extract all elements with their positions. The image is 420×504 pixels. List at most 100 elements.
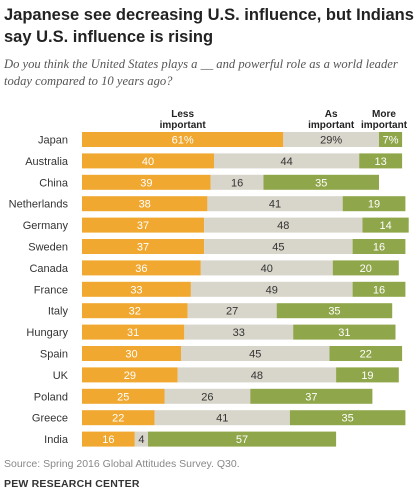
- bar-segment-same: [210, 174, 264, 190]
- bar-row-spain: Spain 30 45 22: [40, 346, 403, 361]
- data-label-same: 16: [231, 177, 243, 189]
- data-label-less: 37: [137, 220, 149, 232]
- data-label-less: 37: [137, 242, 149, 254]
- data-label-less: 39: [140, 177, 152, 189]
- data-label-more: 14: [379, 220, 391, 232]
- bar-segment-same: [200, 260, 333, 276]
- data-label-more: 22: [360, 349, 372, 361]
- data-label-less: 29: [124, 370, 136, 382]
- data-label-same: 48: [251, 370, 263, 382]
- bar-segment-same: [177, 367, 337, 383]
- data-label-same: 26: [201, 391, 213, 403]
- bar-row-india: India 16 4 57: [44, 431, 337, 447]
- data-label-more: 35: [315, 177, 327, 189]
- bar-row-greece: Greece 22 41 35: [32, 410, 406, 426]
- data-label-more: 35: [328, 306, 340, 318]
- legend-header-more-line-2: important: [361, 120, 408, 131]
- data-label-same: 33: [233, 327, 245, 339]
- bar-segment-less: [82, 324, 185, 340]
- bar-segment-same: [283, 132, 379, 147]
- data-label-same: 41: [269, 199, 281, 211]
- bar-segment-same: [214, 153, 360, 169]
- bar-segment-more: [276, 303, 393, 319]
- bar-segment-more: [359, 153, 403, 169]
- category-label: Hungary: [26, 327, 68, 339]
- data-label-less: 25: [117, 391, 129, 403]
- bar-row-italy: Italy 32 27 35: [48, 303, 393, 319]
- source-note: Source: Spring 2016 Global Attitudes Sur…: [4, 458, 240, 470]
- bar-segment-less: [82, 174, 211, 190]
- data-label-more: 13: [375, 156, 387, 168]
- data-label-same: 27: [226, 306, 238, 318]
- legend-header-less-line-2: important: [160, 120, 207, 131]
- bar-segment-same: [164, 388, 251, 404]
- bar-segment-less: [82, 388, 165, 404]
- data-label-less: 61%: [172, 135, 194, 147]
- organization-label: PEW RESEARCH CENTER: [4, 478, 140, 490]
- bar-segment-less: [82, 281, 191, 297]
- data-label-less: 36: [135, 263, 147, 275]
- data-label-less: 16: [102, 434, 114, 446]
- category-label: UK: [53, 370, 69, 382]
- bar-segment-more: [289, 410, 406, 426]
- bar-row-netherlands: Netherlands 38 41 19: [9, 196, 406, 212]
- bar-segment-less: [82, 260, 201, 276]
- data-label-less: 30: [125, 349, 137, 361]
- data-label-more: 31: [338, 327, 350, 339]
- chart-title: Japanese see decreasing U.S. influence, …: [4, 6, 414, 46]
- bar-segment-more: [352, 281, 406, 297]
- bar-segment-more: [332, 260, 399, 276]
- bar-segment-more: [148, 431, 337, 447]
- bar-row-sweden: Sweden 37 45 16: [28, 239, 406, 254]
- data-label-more: 35: [342, 413, 354, 425]
- data-label-less: 40: [142, 156, 154, 168]
- bar-row-uk: UK 29 48 19: [53, 367, 399, 383]
- bar-row-canada: Canada 36 40 20: [29, 260, 399, 276]
- data-label-more: 16: [373, 284, 385, 296]
- bar-segment-more: [263, 174, 379, 190]
- data-label-less: 22: [112, 413, 124, 425]
- bar-segment-same: [190, 281, 353, 297]
- category-label: China: [39, 177, 69, 189]
- data-label-same: 29%: [320, 135, 342, 147]
- data-label-less: 33: [130, 284, 142, 296]
- bar-segment-more: [336, 367, 399, 383]
- data-label-more: 37: [305, 391, 317, 403]
- category-label: Australia: [25, 156, 69, 168]
- bar-segment-less: [82, 239, 205, 254]
- bar-row-poland: Poland 25 26 37: [34, 388, 373, 404]
- data-label-more: 20: [360, 263, 372, 275]
- bar-segment-more: [379, 132, 403, 147]
- data-label-more: 19: [368, 199, 380, 211]
- bar-segment-less: [82, 217, 205, 233]
- data-label-less: 31: [127, 327, 139, 339]
- bar-segment-same: [181, 346, 330, 361]
- bar-segment-more: [250, 388, 373, 404]
- data-label-same: 4: [138, 434, 144, 446]
- legend-header-same-line-1: As: [325, 109, 338, 120]
- bar-segment-less: [82, 431, 135, 447]
- bar-segment-same: [204, 239, 353, 254]
- data-label-more: 19: [361, 370, 373, 382]
- legend-header-same-line-2: important: [308, 120, 355, 131]
- bar-row-japan: Japan 61% 29% 7%: [38, 132, 403, 147]
- bar-row-france: France 33 49 16: [34, 281, 406, 297]
- category-label: Sweden: [28, 242, 68, 254]
- bar-segment-less: [82, 153, 214, 169]
- bar-segment-same: [187, 303, 277, 319]
- bar-segment-more: [362, 217, 409, 233]
- data-label-same: 48: [277, 220, 289, 232]
- legend-header-less-line-1: Less: [171, 109, 194, 120]
- data-label-more: 16: [373, 242, 385, 254]
- bar-segment-less: [82, 410, 155, 426]
- category-label: Japan: [38, 135, 68, 147]
- category-label: Germany: [23, 220, 69, 232]
- bar-rows: Japan 61% 29% 7% Australia 40 44 13 China 39 16 35 N…: [9, 132, 409, 447]
- bar-segment-same: [207, 196, 343, 212]
- bar-row-hungary: Hungary 31 33 31: [26, 324, 396, 340]
- bar-segment-same: [204, 217, 363, 233]
- category-label: Greece: [32, 413, 68, 425]
- bar-segment-less: [82, 132, 284, 147]
